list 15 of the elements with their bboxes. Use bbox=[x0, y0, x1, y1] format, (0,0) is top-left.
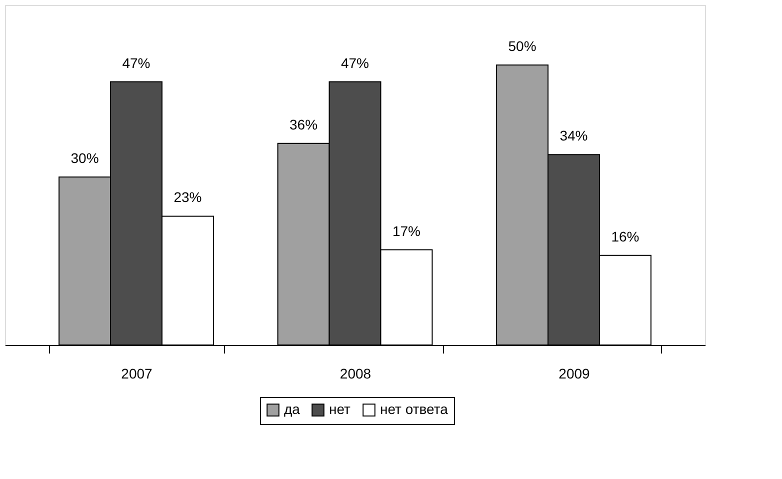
legend-label: нет bbox=[329, 401, 352, 418]
x-tick-label: 2008 bbox=[340, 366, 372, 382]
data-label: 36% bbox=[290, 116, 318, 132]
data-label: 47% bbox=[122, 54, 150, 71]
x-tick-label: 2009 bbox=[558, 366, 590, 382]
data-label: 50% bbox=[508, 38, 536, 54]
data-label: 16% bbox=[611, 228, 640, 244]
data-label: 17% bbox=[392, 222, 420, 239]
data-label: 23% bbox=[174, 189, 202, 206]
x-tick-label: 2007 bbox=[121, 366, 153, 382]
legend-label: да bbox=[284, 401, 300, 418]
data-label: 47% bbox=[340, 54, 370, 71]
data-label: 30% bbox=[70, 150, 99, 166]
data-label: 34% bbox=[560, 128, 588, 144]
legend-label: нет ответа bbox=[380, 401, 448, 418]
